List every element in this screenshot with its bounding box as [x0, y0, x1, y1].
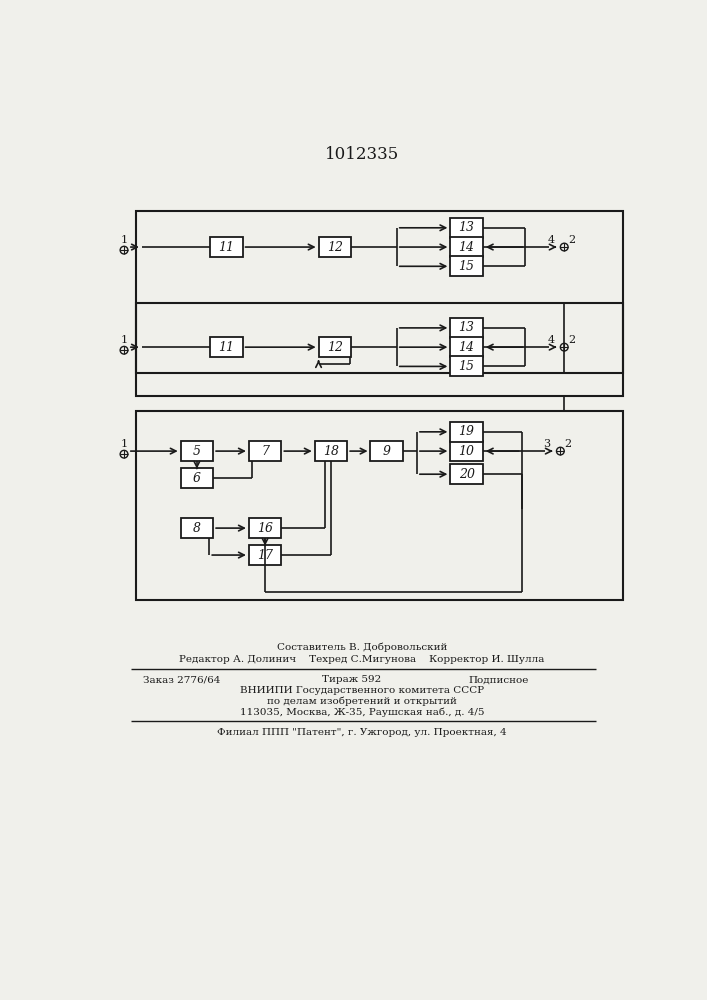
Bar [450, 422, 483, 442]
Text: 5: 5 [193, 445, 201, 458]
Text: по делам изобретений и открытий: по делам изобретений и открытий [267, 697, 457, 706]
Text: 7: 7 [261, 445, 269, 458]
Text: Подписное: Подписное [469, 675, 530, 684]
Text: 1012335: 1012335 [325, 146, 399, 163]
Bar [180, 518, 213, 538]
Bar [315, 441, 347, 461]
Text: 1: 1 [120, 439, 127, 449]
Text: 2: 2 [564, 439, 572, 449]
Bar [450, 464, 483, 484]
Bar [136, 303, 623, 396]
Text: Филиал ППП "Патент", г. Ужгород, ул. Проектная, 4: Филиал ППП "Патент", г. Ужгород, ул. Про… [217, 728, 507, 737]
Text: 14: 14 [459, 341, 474, 354]
Text: 4: 4 [547, 335, 554, 345]
Text: 14: 14 [459, 241, 474, 254]
Bar [450, 356, 483, 376]
Bar [249, 441, 281, 461]
Text: 1: 1 [120, 235, 127, 245]
Bar [370, 441, 403, 461]
Text: Редактор А. Долинич    Техред С.Мигунова    Корректор И. Шулла: Редактор А. Долинич Техред С.Мигунова Ко… [180, 655, 544, 664]
Text: 2: 2 [568, 235, 575, 245]
Text: 4: 4 [547, 235, 554, 245]
Bar [319, 337, 351, 357]
Bar [210, 337, 243, 357]
Text: 13: 13 [459, 221, 474, 234]
Text: 11: 11 [218, 241, 234, 254]
Text: 9: 9 [382, 445, 391, 458]
Bar [450, 337, 483, 357]
Text: 3: 3 [544, 439, 551, 449]
Text: 15: 15 [459, 260, 474, 273]
Bar [450, 218, 483, 238]
Bar [249, 518, 281, 538]
Bar [450, 318, 483, 338]
Bar [136, 211, 623, 373]
Text: 8: 8 [193, 522, 201, 535]
Text: 19: 19 [459, 425, 474, 438]
Text: 1: 1 [120, 335, 127, 345]
Text: 11: 11 [218, 341, 234, 354]
Text: Составитель В. Добровольский: Составитель В. Добровольский [276, 643, 447, 652]
Text: Заказ 2776/64: Заказ 2776/64 [143, 675, 220, 684]
Bar [450, 256, 483, 276]
Text: 20: 20 [459, 468, 474, 481]
Text: 16: 16 [257, 522, 273, 535]
Bar [450, 237, 483, 257]
Text: 12: 12 [327, 341, 343, 354]
Text: 15: 15 [459, 360, 474, 373]
Text: 113035, Москва, Ж-35, Раушская наб., д. 4/5: 113035, Москва, Ж-35, Раушская наб., д. … [240, 707, 484, 717]
Text: 17: 17 [257, 549, 273, 562]
Bar [249, 545, 281, 565]
Bar [210, 237, 243, 257]
Text: 18: 18 [323, 445, 339, 458]
Text: 13: 13 [459, 321, 474, 334]
Bar [136, 411, 623, 600]
Text: 12: 12 [327, 241, 343, 254]
Bar [450, 441, 483, 461]
Bar [180, 441, 213, 461]
Text: 10: 10 [459, 445, 474, 458]
Text: 6: 6 [193, 472, 201, 485]
Text: ВНИИПИ Государственного комитета СССР: ВНИИПИ Государственного комитета СССР [240, 686, 484, 695]
Text: Тираж 592: Тираж 592 [322, 675, 382, 684]
Bar [180, 468, 213, 488]
Text: 2: 2 [568, 335, 575, 345]
Bar [319, 237, 351, 257]
